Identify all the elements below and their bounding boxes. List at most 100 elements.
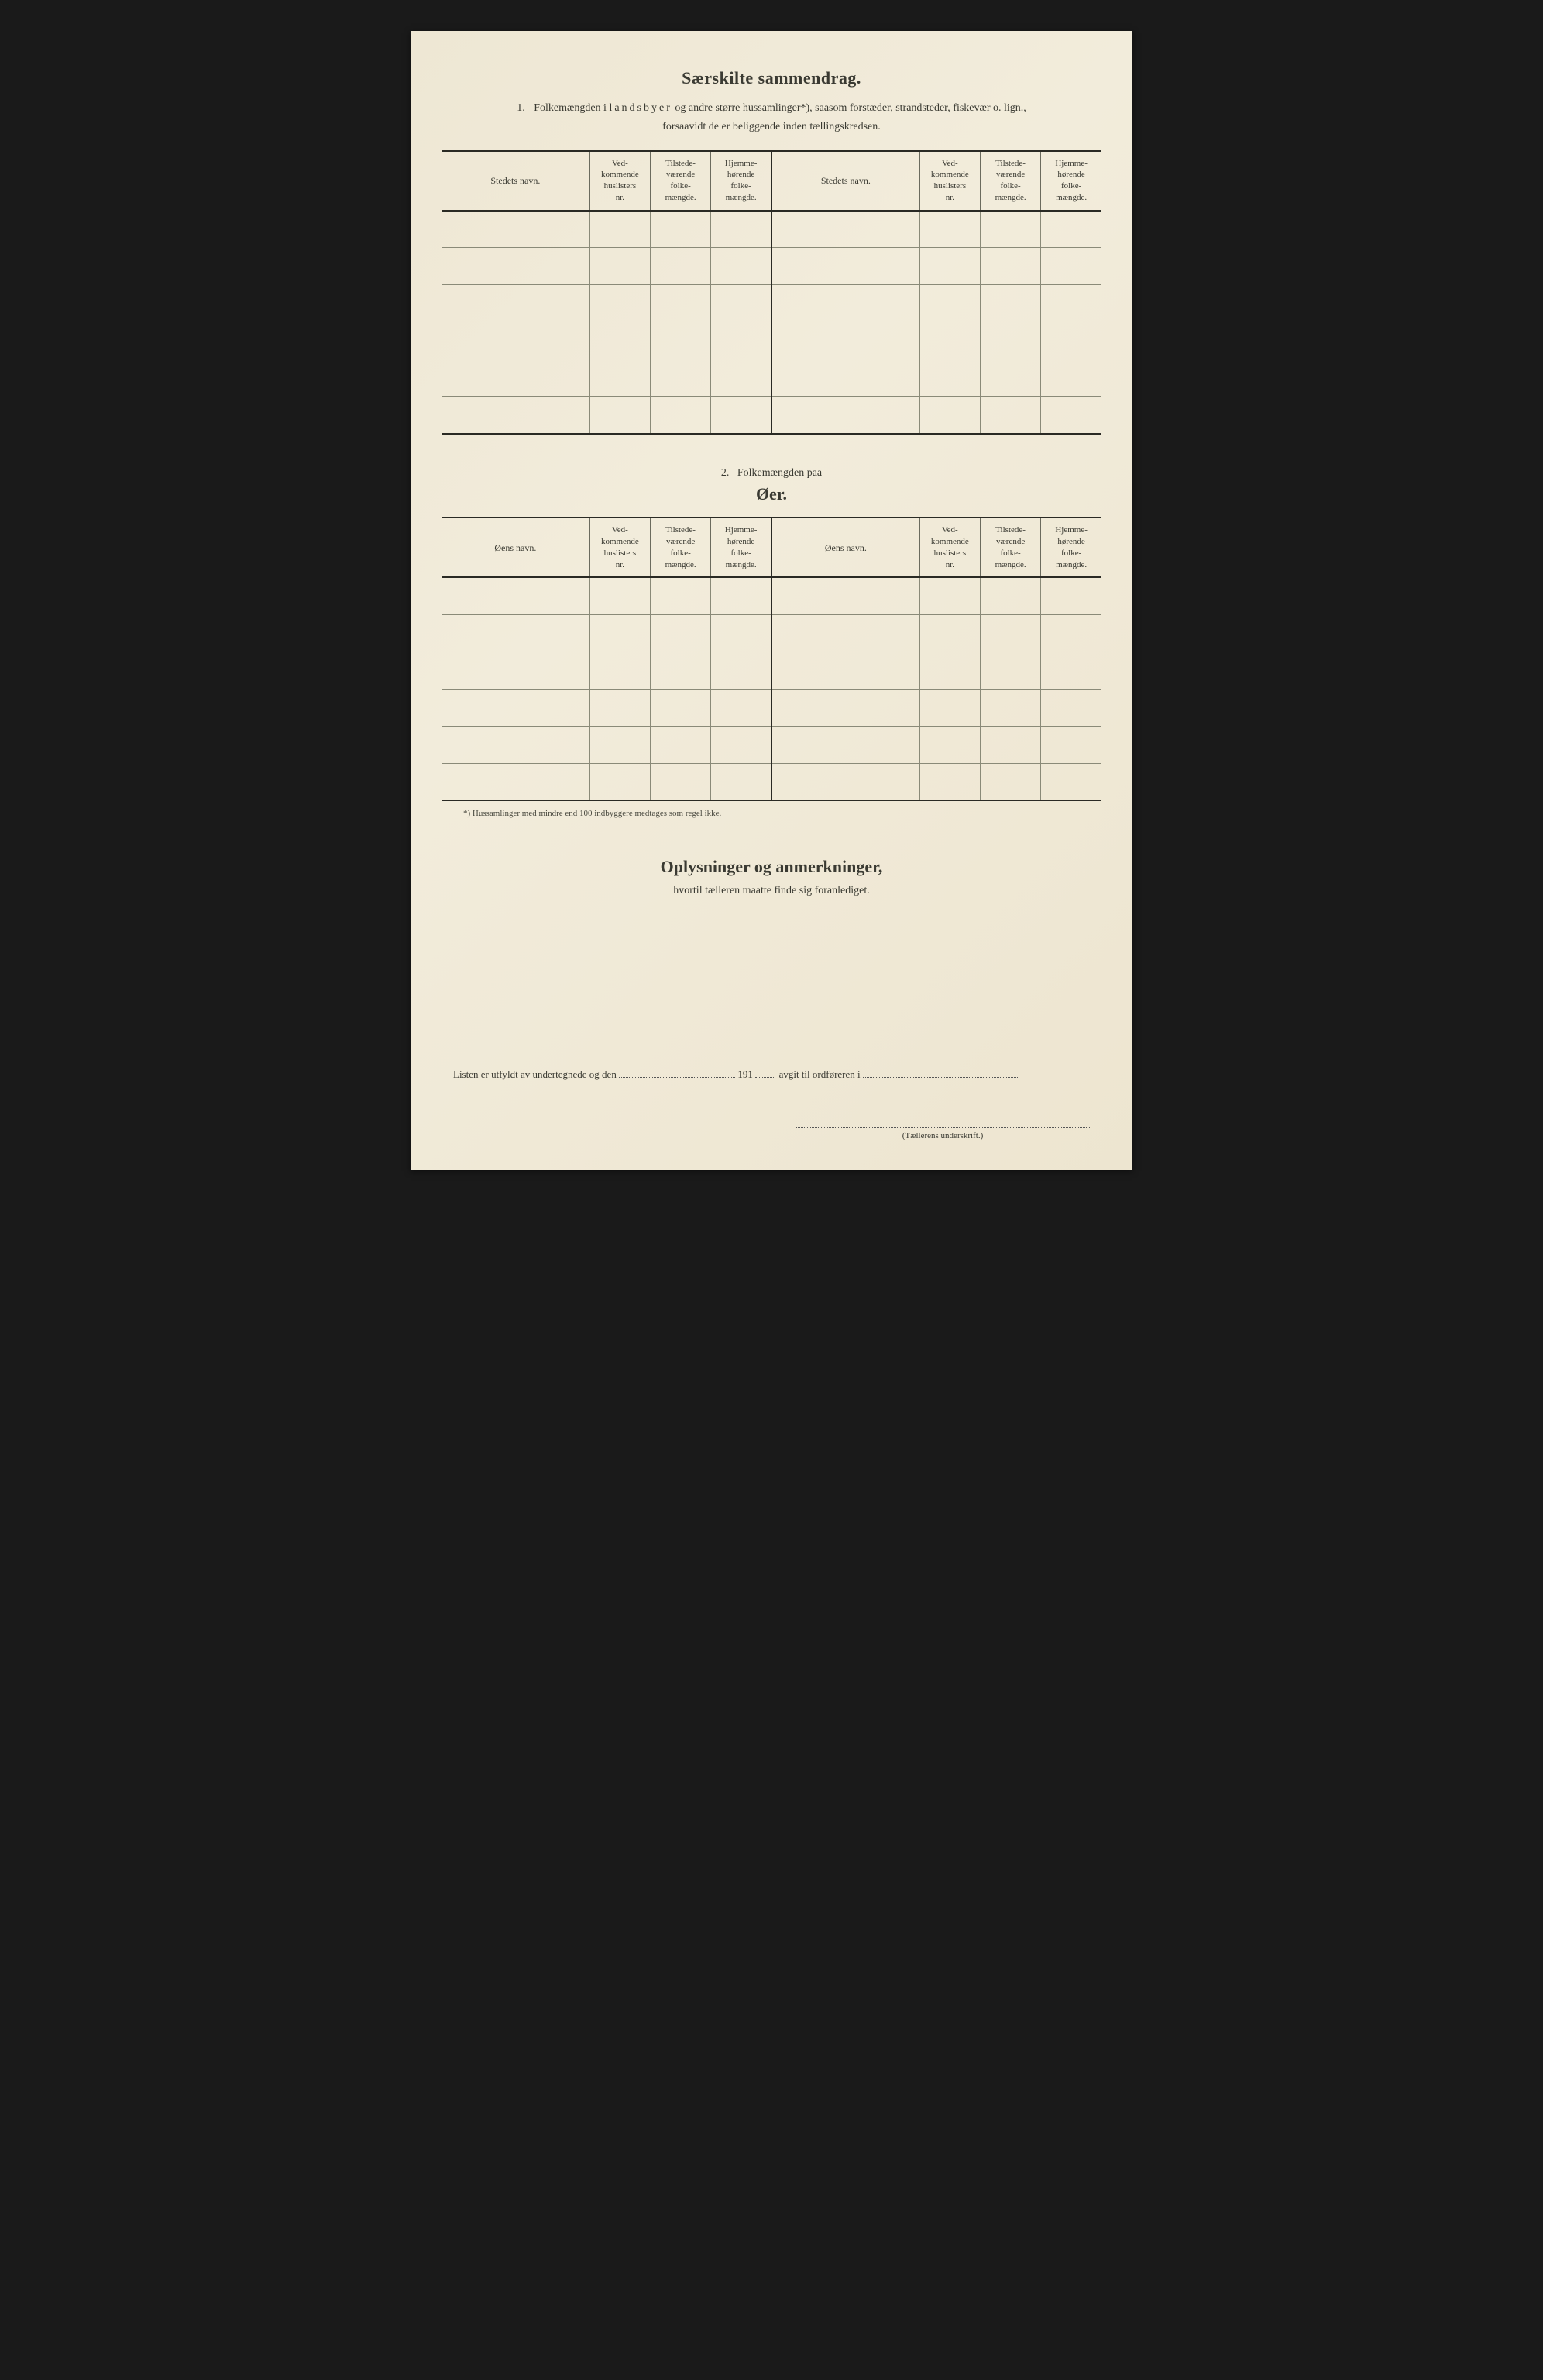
table-cell bbox=[442, 652, 589, 689]
table-row bbox=[442, 614, 1101, 652]
table-cell bbox=[919, 763, 980, 800]
table-cell bbox=[711, 652, 772, 689]
section2-heading: 2. Folkemængden paa Øer. bbox=[442, 467, 1101, 504]
intro-text-3: forsaavidt de er beliggende inden tællin… bbox=[662, 121, 880, 132]
page-title: Særskilte sammendrag. bbox=[442, 68, 1101, 88]
table-cell bbox=[589, 726, 650, 763]
col-header-c-left: Hjemme-hørendefolke-mængde. bbox=[711, 151, 772, 211]
table-cell bbox=[919, 652, 980, 689]
table-cell bbox=[1041, 285, 1101, 322]
table-cell bbox=[651, 652, 711, 689]
table-cell bbox=[1041, 763, 1101, 800]
table-cell bbox=[980, 652, 1040, 689]
table-cell bbox=[589, 652, 650, 689]
table-cell bbox=[589, 689, 650, 726]
section2-number: 2. bbox=[721, 467, 730, 479]
section2-line1: 2. Folkemængden paa bbox=[442, 467, 1101, 480]
table-cell bbox=[1041, 359, 1101, 397]
footnote: *) Hussamlinger med mindre end 100 indby… bbox=[463, 809, 1101, 818]
table-cell bbox=[651, 726, 711, 763]
table-cell bbox=[442, 397, 589, 434]
col-header-b-right: Tilstede-værendefolke-mængde. bbox=[980, 151, 1040, 211]
bottom-year-prefix: 191 bbox=[737, 1068, 753, 1080]
table2-body bbox=[442, 577, 1101, 800]
table-row bbox=[442, 248, 1101, 285]
bottom-text-1: Listen er utfyldt av undertegnede og den bbox=[453, 1068, 617, 1080]
col-header-name-left: Stedets navn. bbox=[442, 151, 589, 211]
table-row bbox=[442, 285, 1101, 322]
table-cell bbox=[442, 359, 589, 397]
table-cell bbox=[711, 726, 772, 763]
col-header-a-right: Ved-kommendehuslistersnr. bbox=[919, 151, 980, 211]
table-cell bbox=[589, 359, 650, 397]
table-cell bbox=[919, 211, 980, 248]
section2-title: Øer. bbox=[442, 484, 1101, 504]
table-cell bbox=[772, 689, 919, 726]
table-cell bbox=[772, 248, 919, 285]
table-cell bbox=[919, 285, 980, 322]
remarks-subtitle: hvortil tælleren maatte finde sig foranl… bbox=[442, 885, 1101, 897]
col-header-a-left: Ved-kommendehuslistersnr. bbox=[589, 151, 650, 211]
table-cell bbox=[442, 763, 589, 800]
table-cell bbox=[772, 359, 919, 397]
table-cell bbox=[772, 614, 919, 652]
table-cell bbox=[980, 763, 1040, 800]
remarks-title: Oplysninger og anmerkninger, bbox=[442, 857, 1101, 877]
table-cell bbox=[772, 211, 919, 248]
table-cell bbox=[1041, 211, 1101, 248]
signature-line bbox=[796, 1117, 1090, 1128]
table-cell bbox=[442, 322, 589, 359]
table-row bbox=[442, 322, 1101, 359]
table-cell bbox=[442, 285, 589, 322]
table-cell bbox=[772, 763, 919, 800]
table-cell bbox=[651, 322, 711, 359]
table-cell bbox=[651, 763, 711, 800]
table-cell bbox=[589, 763, 650, 800]
table-cell bbox=[442, 726, 589, 763]
intro-spaced-word: landsbyer bbox=[609, 102, 672, 114]
table-cell bbox=[980, 577, 1040, 614]
col-header-b-left: Tilstede-værendefolke-mængde. bbox=[651, 151, 711, 211]
table-cell bbox=[980, 248, 1040, 285]
table-cell bbox=[919, 322, 980, 359]
table-cell bbox=[442, 248, 589, 285]
table-cell bbox=[711, 577, 772, 614]
intro-text-1: Folkemængden i bbox=[534, 102, 609, 114]
table-cell bbox=[651, 285, 711, 322]
table-cell bbox=[980, 689, 1040, 726]
table-cell bbox=[919, 397, 980, 434]
col-header-c-right: Hjemme-hørendefolke-mængde. bbox=[1041, 151, 1101, 211]
table-cell bbox=[1041, 726, 1101, 763]
table-row bbox=[442, 577, 1101, 614]
table-cell bbox=[711, 614, 772, 652]
table-cell bbox=[980, 397, 1040, 434]
table-cell bbox=[711, 322, 772, 359]
table-cell bbox=[442, 689, 589, 726]
section1-number: 1. bbox=[517, 102, 525, 114]
table-cell bbox=[589, 285, 650, 322]
table-cell bbox=[1041, 652, 1101, 689]
table-cell bbox=[919, 726, 980, 763]
col2-header-name-left: Øens navn. bbox=[442, 518, 589, 577]
table-cell bbox=[651, 248, 711, 285]
table-row bbox=[442, 726, 1101, 763]
table-cell bbox=[711, 397, 772, 434]
table-cell bbox=[919, 614, 980, 652]
table-cell bbox=[589, 614, 650, 652]
table-cell bbox=[589, 211, 650, 248]
table-cell bbox=[980, 322, 1040, 359]
col-header-name-right: Stedets navn. bbox=[772, 151, 919, 211]
signature-label: (Tællerens underskrift.) bbox=[796, 1131, 1090, 1140]
table-cell bbox=[772, 726, 919, 763]
table-row bbox=[442, 763, 1101, 800]
table-cell bbox=[1041, 689, 1101, 726]
completion-line: Listen er utfyldt av undertegnede og den… bbox=[453, 1068, 1090, 1081]
fill-year bbox=[755, 1068, 774, 1078]
table-cell bbox=[651, 359, 711, 397]
table-cell bbox=[589, 248, 650, 285]
table-cell bbox=[772, 322, 919, 359]
col2-header-a-right: Ved-kommendehuslistersnr. bbox=[919, 518, 980, 577]
table-cell bbox=[589, 397, 650, 434]
col2-header-name-right: Øens navn. bbox=[772, 518, 919, 577]
table-cell bbox=[980, 726, 1040, 763]
